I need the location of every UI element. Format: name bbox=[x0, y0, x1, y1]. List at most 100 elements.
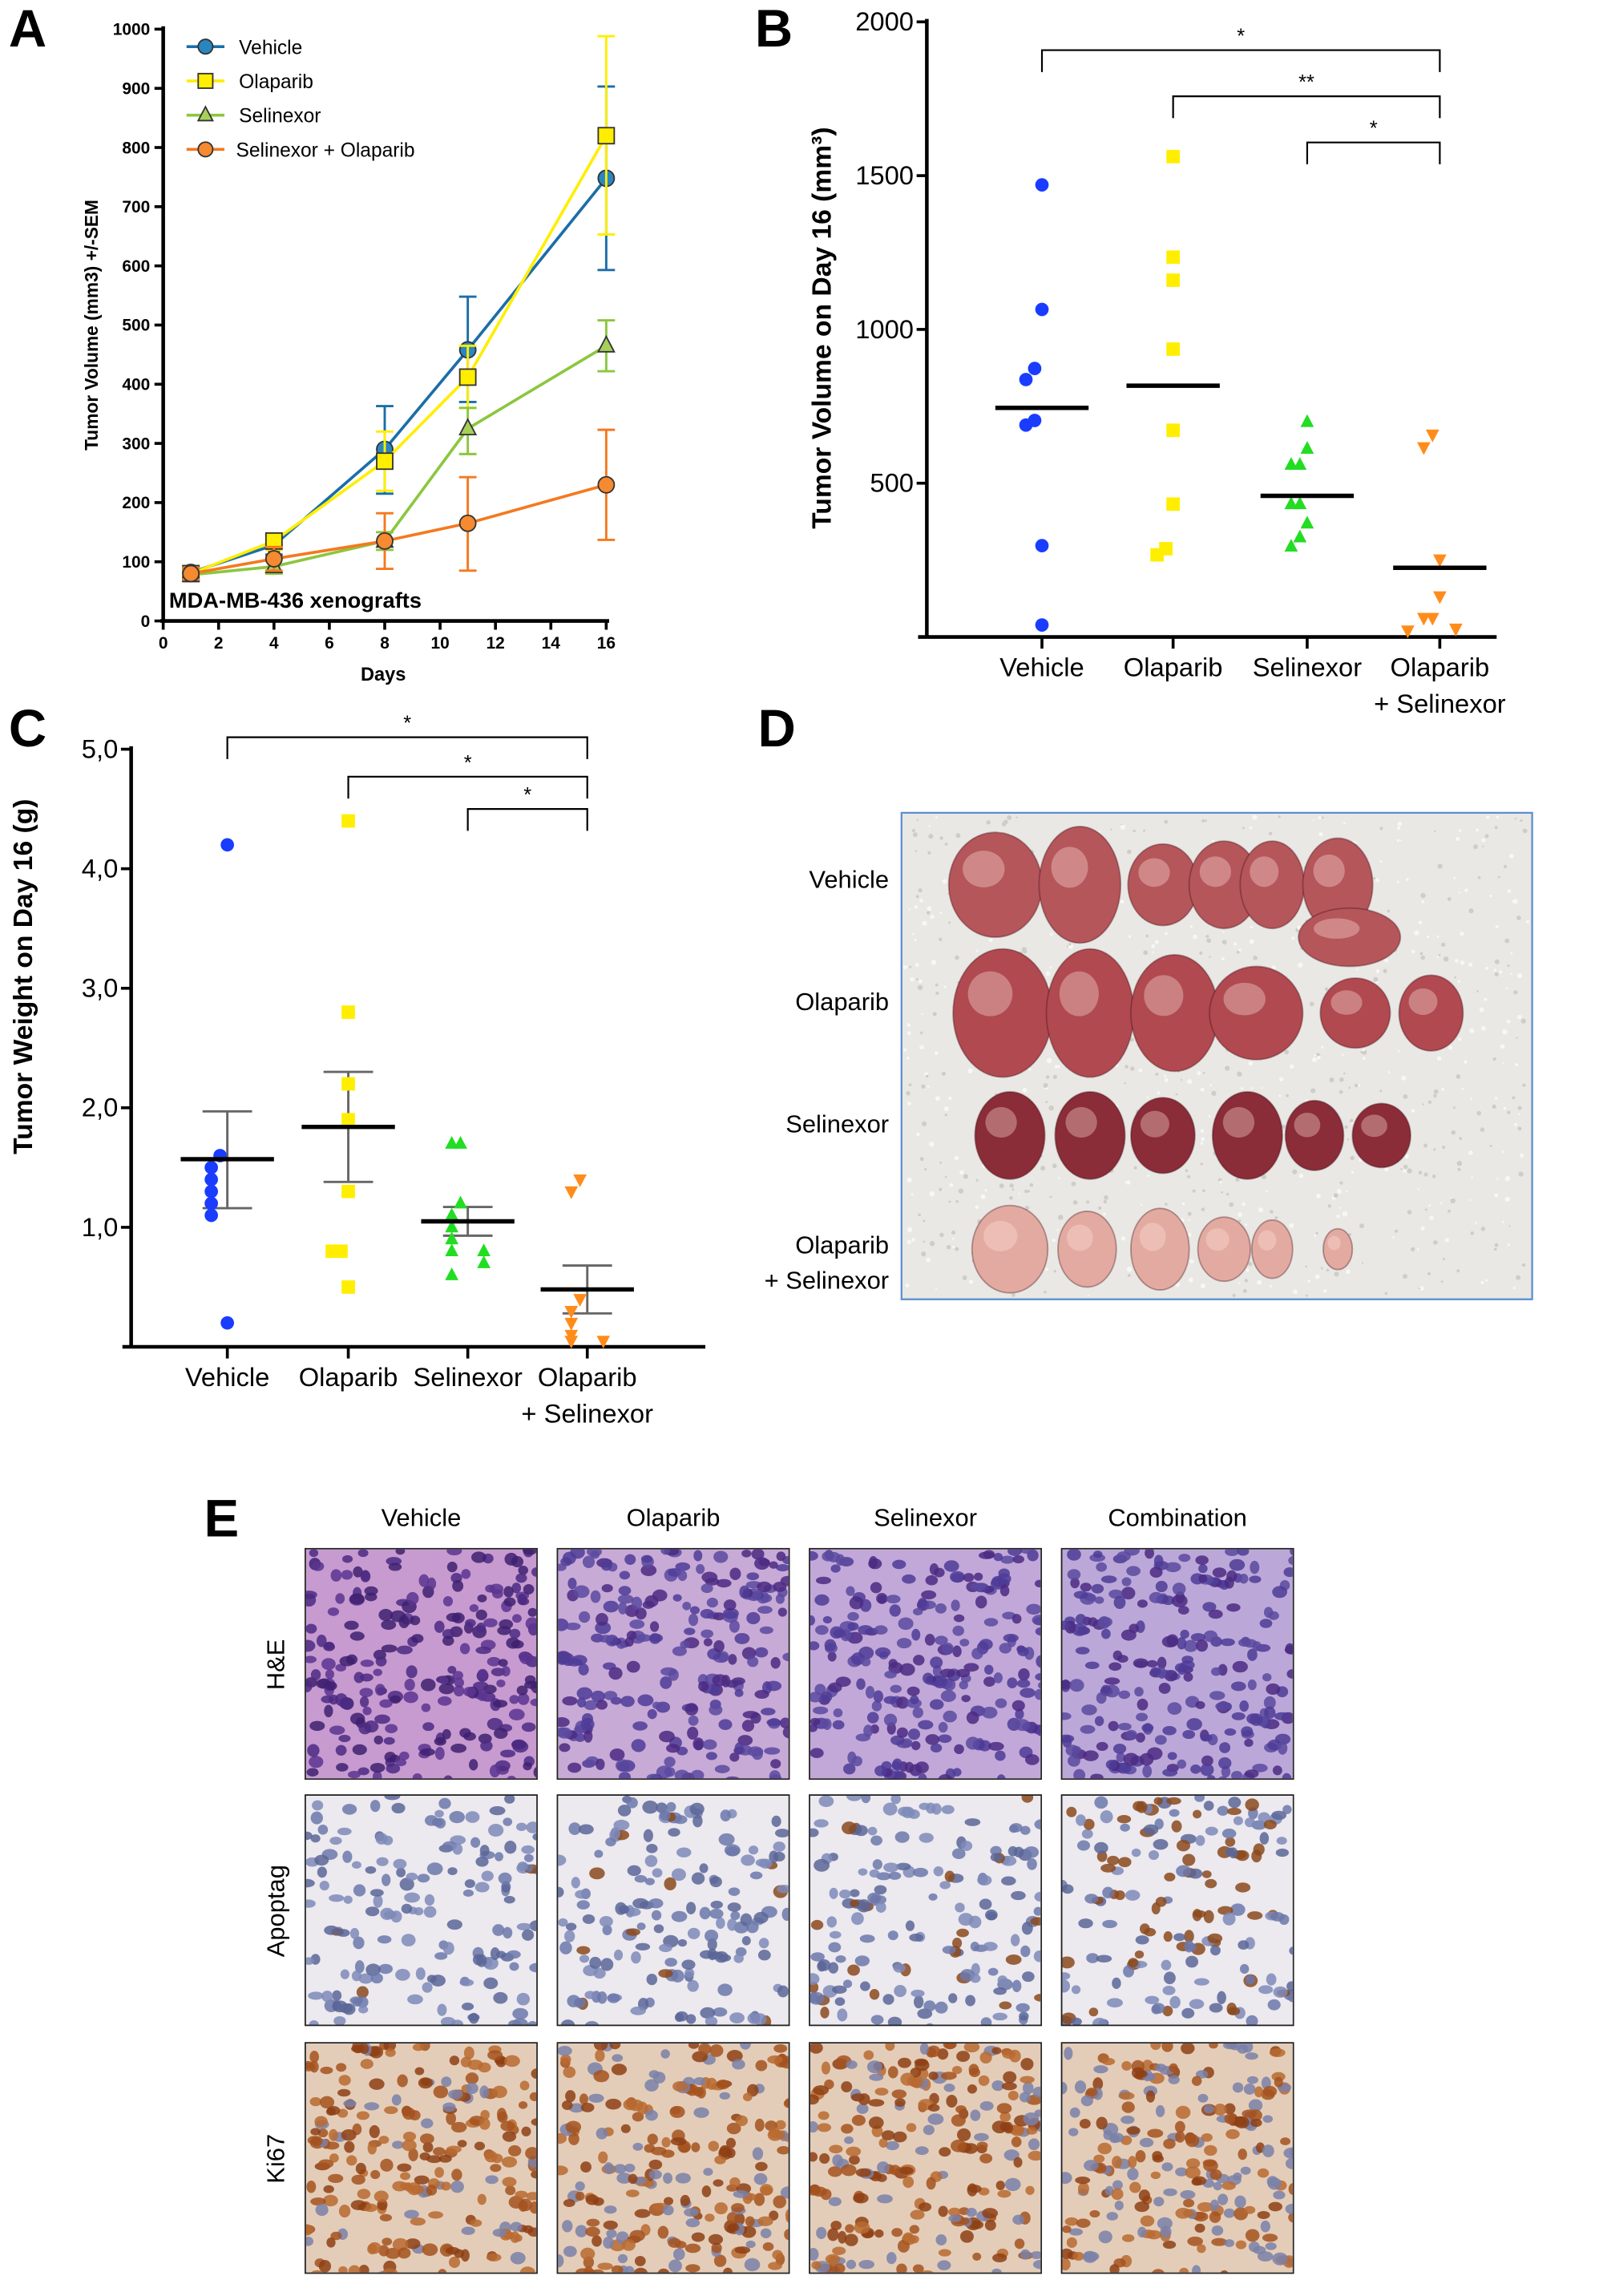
cell-nucleus bbox=[336, 2063, 347, 2072]
texture-dot bbox=[1518, 1171, 1524, 1177]
cell-nucleus bbox=[1086, 1953, 1100, 1963]
cell-nucleus bbox=[1138, 2189, 1150, 2202]
data-point bbox=[1035, 539, 1049, 552]
cell-nucleus bbox=[1228, 1797, 1242, 1809]
cell-nucleus bbox=[1149, 1591, 1164, 1603]
cell-nucleus bbox=[319, 1880, 329, 1891]
texture-dot bbox=[1510, 972, 1512, 975]
cell-nucleus bbox=[442, 2102, 456, 2112]
cell-nucleus bbox=[1125, 1729, 1137, 1740]
cell-nucleus bbox=[984, 2219, 996, 2231]
cell-nucleus bbox=[894, 1984, 906, 1998]
texture-dot bbox=[1502, 1029, 1508, 1035]
texture-dot bbox=[951, 1237, 955, 1240]
cell-nucleus bbox=[940, 1690, 956, 1703]
cell-nucleus bbox=[450, 2181, 464, 2193]
cell-nucleus bbox=[1073, 1591, 1088, 1599]
cell-nucleus bbox=[1272, 1586, 1288, 1599]
cell-nucleus bbox=[885, 2043, 895, 2051]
cell-nucleus bbox=[1211, 2237, 1228, 2246]
cell-nucleus bbox=[329, 1894, 345, 1902]
cell-nucleus bbox=[445, 2246, 460, 2255]
cell-nucleus bbox=[742, 2092, 753, 2102]
cell-nucleus bbox=[1116, 1752, 1125, 1763]
cell-nucleus bbox=[959, 2229, 974, 2243]
cell-nucleus bbox=[370, 2169, 381, 2180]
cell-nucleus bbox=[841, 2124, 854, 2134]
y-axis-label: Tumor Volume (mm3) +/-SEM bbox=[81, 200, 102, 451]
group-2 bbox=[1260, 414, 1355, 552]
texture-dot bbox=[1238, 1212, 1243, 1218]
texture-dot bbox=[1469, 1199, 1472, 1202]
cell-nucleus bbox=[631, 1739, 646, 1752]
cell-nucleus bbox=[927, 2113, 944, 2125]
texture-dot bbox=[1284, 1049, 1290, 1055]
texture-dot bbox=[1346, 1269, 1351, 1275]
cell-nucleus bbox=[414, 2067, 425, 2076]
cell-nucleus bbox=[388, 1562, 402, 1571]
texture-dot bbox=[1201, 819, 1205, 823]
cell-nucleus bbox=[558, 1886, 564, 1898]
cell-nucleus bbox=[705, 1752, 717, 1760]
cell-nucleus bbox=[883, 1696, 898, 1704]
category-label: + Selinexor bbox=[1374, 689, 1506, 718]
cell-nucleus bbox=[517, 1594, 527, 1606]
cell-nucleus bbox=[510, 2221, 523, 2232]
texture-dot bbox=[1433, 1089, 1439, 1094]
cell-nucleus bbox=[384, 2106, 398, 2115]
cell-nucleus bbox=[358, 1722, 372, 1735]
texture-dot bbox=[1045, 1267, 1048, 1271]
cell-nucleus bbox=[702, 1739, 717, 1750]
cell-nucleus bbox=[1096, 1741, 1108, 1752]
cell-nucleus bbox=[1226, 1603, 1241, 1612]
cell-nucleus bbox=[600, 1559, 612, 1571]
cell-nucleus bbox=[1207, 1933, 1223, 1944]
cell-nucleus bbox=[604, 2205, 617, 2214]
cell-nucleus bbox=[586, 2218, 600, 2227]
texture-dot bbox=[1461, 1087, 1464, 1090]
cell-nucleus bbox=[1014, 2238, 1025, 2250]
cell-nucleus bbox=[1155, 2104, 1165, 2118]
cell-nucleus bbox=[956, 1928, 969, 1938]
texture-dot bbox=[1221, 931, 1225, 933]
cell-nucleus bbox=[343, 2100, 357, 2108]
cell-nucleus bbox=[1209, 1945, 1221, 1956]
texture-dot bbox=[1339, 1077, 1344, 1082]
texture-dot bbox=[1242, 827, 1245, 830]
cell-nucleus bbox=[1226, 1807, 1242, 1816]
cell-nucleus bbox=[902, 2232, 915, 2243]
texture-dot bbox=[1427, 1100, 1432, 1104]
cell-nucleus bbox=[338, 1734, 351, 1743]
texture-dot bbox=[1128, 935, 1132, 938]
cell-nucleus bbox=[1019, 2092, 1031, 2103]
cell-nucleus bbox=[1079, 2119, 1091, 2129]
cell-nucleus bbox=[575, 2181, 585, 2192]
cell-nucleus bbox=[343, 1895, 353, 1904]
cell-nucleus bbox=[721, 1675, 731, 1688]
cell-nucleus bbox=[1174, 2120, 1185, 2133]
cell-nucleus bbox=[1074, 2080, 1087, 2094]
cell-nucleus bbox=[838, 2230, 847, 2244]
cell-nucleus bbox=[918, 1597, 927, 1609]
cell-nucleus bbox=[459, 1979, 474, 1987]
cell-nucleus bbox=[1001, 1876, 1016, 1886]
cell-nucleus bbox=[1129, 2181, 1141, 2193]
cell-nucleus bbox=[773, 2195, 787, 2209]
cell-nucleus bbox=[708, 2140, 720, 2152]
cell-nucleus bbox=[353, 1884, 366, 1897]
texture-dot bbox=[1188, 1277, 1193, 1283]
cell-nucleus bbox=[516, 1822, 527, 1832]
cell-nucleus bbox=[666, 1801, 676, 1812]
cell-nucleus bbox=[671, 1969, 684, 1983]
cell-nucleus bbox=[967, 2185, 982, 2193]
cell-nucleus bbox=[337, 1827, 352, 1836]
data-point bbox=[182, 564, 200, 583]
texture-dot bbox=[1250, 925, 1254, 929]
cell-nucleus bbox=[782, 1652, 789, 1662]
texture-dot bbox=[1453, 1106, 1456, 1110]
cell-nucleus bbox=[558, 1717, 570, 1728]
cell-nucleus bbox=[939, 2147, 951, 2157]
cell-nucleus bbox=[1259, 1832, 1270, 1845]
series-line bbox=[191, 344, 608, 576]
texture-dot bbox=[1052, 1238, 1056, 1243]
